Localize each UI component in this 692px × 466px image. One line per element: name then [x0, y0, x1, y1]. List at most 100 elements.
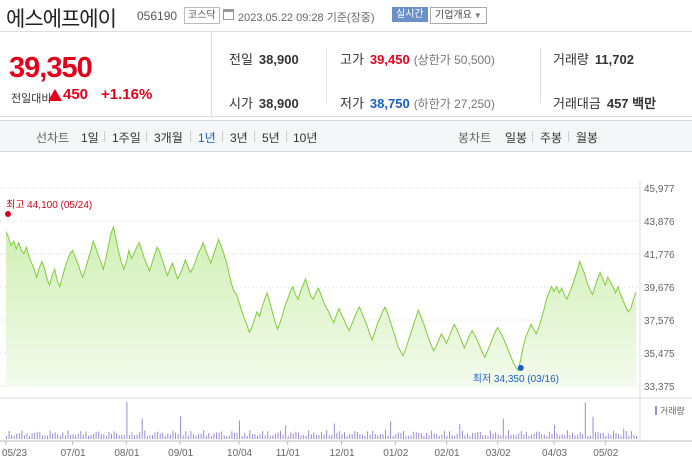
- volume-bar: [310, 434, 312, 439]
- volume-bar: [246, 435, 248, 439]
- volume-bar: [180, 416, 182, 439]
- volume-bar: [538, 431, 540, 439]
- trade-amount-value: 457 백만: [606, 96, 657, 111]
- x-tick-label: 07/01: [61, 448, 86, 459]
- x-tick-label: 08/01: [114, 448, 139, 459]
- volume-bar: [126, 402, 128, 439]
- volume-bar: [305, 435, 307, 439]
- volume-bar: [584, 402, 586, 439]
- divider: [104, 131, 105, 142]
- volume-bar: [441, 434, 443, 439]
- period-1w[interactable]: 1주일: [112, 131, 141, 145]
- change-percent: +1.16%: [101, 86, 153, 103]
- volume-bar: [200, 433, 202, 439]
- volume-bar: [208, 433, 210, 439]
- x-tick-label: 10/04: [227, 448, 252, 459]
- volume-bar: [277, 432, 279, 439]
- y-axis-labels: 45,977 43,876 41,776 39,676 37,576 35,475 33,3…: [644, 184, 675, 393]
- price-chart[interactable]: 45,977 43,876 41,776 39,676 37,576 35,475 33,3…: [0, 152, 692, 466]
- volume-bar: [257, 435, 258, 439]
- volume-bar: [620, 435, 622, 439]
- volume-bar: [543, 434, 545, 439]
- volume-bar: [80, 431, 82, 439]
- volume-bar: [541, 434, 543, 439]
- market-badge: 코스닥: [184, 7, 220, 24]
- period-10y[interactable]: 10년: [293, 131, 318, 145]
- volume-bar: [600, 433, 602, 439]
- volume-bar: [597, 431, 599, 439]
- change-value: 450: [63, 86, 89, 103]
- volume-bar: [577, 434, 579, 439]
- volume-bar: [111, 433, 112, 439]
- volume-bar: [564, 435, 566, 439]
- volume-bar: [508, 430, 509, 439]
- period-1y[interactable]: 1년: [198, 131, 216, 145]
- stock-name[interactable]: 에스에프에이: [6, 8, 117, 31]
- volume-bars: [6, 402, 637, 439]
- volume-bar: [210, 436, 212, 439]
- up-arrow-icon: [48, 89, 62, 101]
- volume-bar: [410, 435, 412, 439]
- volume-bar: [469, 435, 471, 439]
- volume-bar: [446, 435, 448, 439]
- volume-bar: [548, 431, 550, 439]
- volume-bar: [495, 432, 497, 439]
- volume-bar: [500, 435, 502, 439]
- volume-bar: [31, 433, 33, 439]
- candle-weekly[interactable]: 주봉: [540, 131, 563, 145]
- period-3m[interactable]: 3개월: [154, 131, 183, 145]
- period-5y[interactable]: 5년: [262, 131, 280, 145]
- volume-bar: [423, 436, 425, 439]
- volume-bar: [477, 432, 479, 439]
- volume-bar: [13, 435, 15, 439]
- y-tick-label: 33,375: [644, 382, 675, 393]
- volume-bar: [26, 433, 28, 439]
- volume-bar: [459, 424, 461, 439]
- volume-bar: [131, 432, 133, 439]
- volume-bar: [474, 432, 476, 439]
- candle-daily[interactable]: 일봉: [505, 131, 528, 145]
- y-tick-label: 37,576: [644, 316, 675, 327]
- volume-bar: [451, 435, 453, 439]
- realtime-button[interactable]: 실시간: [392, 7, 428, 22]
- volume-bar: [274, 433, 276, 439]
- volume-bar: [190, 431, 192, 439]
- divider: [254, 131, 255, 142]
- volume-bar: [54, 432, 56, 439]
- calendar-icon: [223, 9, 234, 20]
- candle-monthly[interactable]: 월봉: [576, 131, 599, 145]
- period-1d[interactable]: 1일: [81, 131, 99, 145]
- open-price-value: 38,900: [258, 96, 299, 111]
- volume-bar: [264, 435, 266, 439]
- volume-bar: [513, 434, 515, 439]
- y-tick-label: 41,776: [644, 250, 675, 261]
- volume-bar: [582, 433, 584, 439]
- trade-volume-label: 거래량: [553, 52, 589, 67]
- period-3y[interactable]: 3년: [230, 131, 248, 145]
- volume-bar: [182, 435, 184, 439]
- x-tick-label: 01/02: [383, 448, 408, 459]
- volume-bar: [308, 430, 310, 439]
- volume-bar: [436, 434, 438, 439]
- volume-bar: [323, 434, 325, 439]
- volume-bar: [262, 430, 264, 439]
- stock-code: 056190: [137, 9, 178, 23]
- period-bar: 선차트 1일 1주일 3개월 1년 3년 5년 10년 봉차트 일봉 주봉 월봉: [0, 120, 692, 152]
- volume-bar: [449, 431, 450, 439]
- volume-bar: [607, 433, 609, 439]
- high-price-label: 고가: [340, 52, 364, 67]
- volume-bar: [326, 430, 328, 439]
- volume-bar: [167, 433, 169, 439]
- trade-amount: 거래대금 457 백만: [553, 93, 656, 112]
- low-price-value: 38,750: [369, 96, 410, 111]
- volume-legend-swatch: [655, 406, 657, 415]
- volume-bar: [405, 435, 407, 439]
- volume-bar: [338, 431, 340, 439]
- volume-bar: [175, 432, 176, 439]
- company-info-button[interactable]: 기업개요 ▼: [430, 7, 487, 24]
- volume-bar: [121, 434, 123, 439]
- volume-bar: [44, 435, 46, 439]
- x-tick-label: 11/01: [276, 448, 301, 459]
- volume-bar: [636, 436, 637, 439]
- volume-bar: [456, 433, 458, 439]
